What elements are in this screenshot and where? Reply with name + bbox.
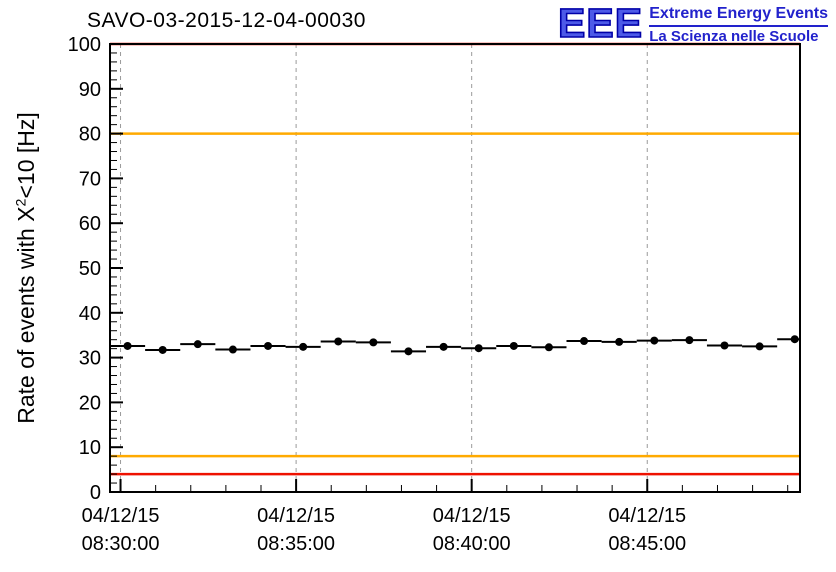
- data-point: [615, 337, 624, 346]
- y-axis-title-text: Rate of events with X: [13, 206, 39, 424]
- y-tick-label: 90: [79, 79, 101, 101]
- data-point: [193, 340, 202, 349]
- x-tick-time-label: 08:40:00: [433, 533, 511, 555]
- y-tick-label: 10: [79, 437, 101, 459]
- plot-frame: [109, 43, 801, 493]
- y-tick-label: 70: [79, 168, 101, 190]
- data-point: [404, 347, 413, 356]
- data-point: [790, 335, 799, 344]
- x-tick-time-label: 08:45:00: [608, 533, 686, 555]
- x-tick-time-label: 08:35:00: [257, 533, 335, 555]
- y-tick-label: 60: [79, 213, 101, 235]
- x-tick-time-label: 08:30:00: [82, 533, 160, 555]
- data-point: [650, 336, 659, 345]
- data-point: [439, 342, 448, 351]
- y-tick-label: 0: [90, 482, 101, 504]
- logo-subtitle-line1: Extreme Energy Events: [649, 5, 828, 27]
- data-point: [228, 345, 237, 354]
- data-point: [580, 337, 589, 346]
- eee-logo-mark: EEE: [557, 2, 642, 46]
- y-tick-label: 40: [79, 303, 101, 325]
- x-tick-date-label: 04/12/15: [82, 505, 160, 527]
- x-tick-date-label: 04/12/15: [433, 505, 511, 527]
- data-point: [685, 336, 694, 345]
- data-point: [720, 341, 729, 350]
- y-axis-title: Rate of events with X2<10 [Hz]: [13, 18, 43, 518]
- y-tick-label: 30: [79, 348, 101, 370]
- data-point: [299, 342, 308, 351]
- page-title: SAVO-03-2015-12-04-00030: [87, 9, 366, 32]
- logo-subtitle-line2: La Scienza nelle Scuole: [649, 28, 819, 45]
- data-point: [334, 337, 343, 346]
- y-tick-label: 80: [79, 124, 101, 146]
- data-point: [509, 341, 518, 350]
- y-axis-title-superscript: 2: [13, 198, 30, 207]
- data-point: [158, 345, 167, 354]
- eee-logo: EEE Extreme Energy Events La Scienza nel…: [556, 2, 828, 46]
- eee-logo-acronym: EEE: [558, 2, 642, 46]
- y-tick-label: 100: [68, 34, 101, 56]
- data-point: [474, 344, 483, 353]
- x-tick-date-label: 04/12/15: [608, 505, 686, 527]
- data-point: [544, 343, 553, 352]
- y-tick-label: 20: [79, 392, 101, 414]
- eee-logo-subtitles: Extreme Energy Events La Scienza nelle S…: [649, 2, 828, 45]
- data-point: [369, 338, 378, 347]
- y-axis-title-suffix: <10 [Hz]: [13, 112, 39, 199]
- x-tick-date-label: 04/12/15: [257, 505, 335, 527]
- data-point: [264, 341, 273, 350]
- data-point: [755, 342, 764, 351]
- y-tick-label: 50: [79, 258, 101, 280]
- data-point: [123, 341, 132, 350]
